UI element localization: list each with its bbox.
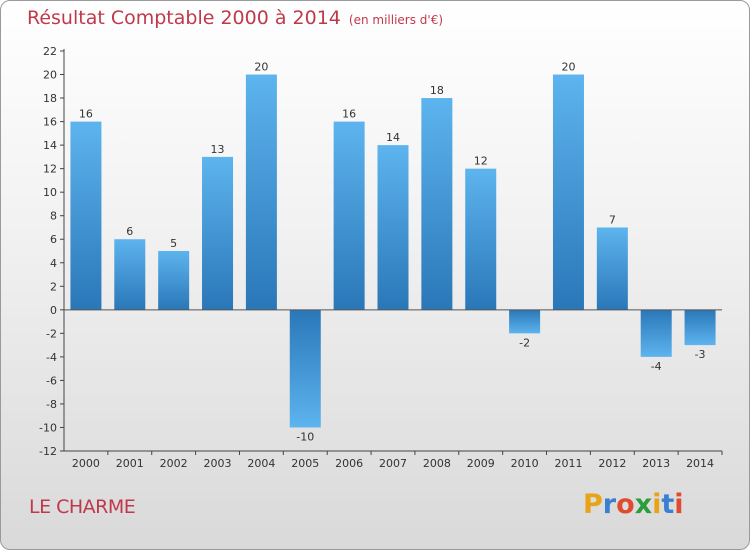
x-tick-label: 2014 xyxy=(686,457,714,470)
value-label: 20 xyxy=(254,61,268,74)
logo-letter: t xyxy=(661,489,675,520)
y-tick-label: 10 xyxy=(43,186,57,199)
y-tick-label: 16 xyxy=(43,116,57,129)
x-tick-label: 2007 xyxy=(379,457,407,470)
y-tick-label: 2 xyxy=(50,280,57,293)
x-tick-label: 2009 xyxy=(467,457,495,470)
y-tick-label: -12 xyxy=(39,445,57,458)
proxiti-logo[interactable]: Proxiti xyxy=(583,489,684,520)
value-label: 13 xyxy=(211,143,225,156)
value-label: 14 xyxy=(386,131,400,144)
y-tick-label: 18 xyxy=(43,92,57,105)
x-tick-label: 2010 xyxy=(511,457,539,470)
x-tick-label: 2002 xyxy=(160,457,188,470)
value-label: -3 xyxy=(695,348,706,361)
value-label: 16 xyxy=(342,108,356,121)
chart-title-text: Résultat Comptable 2000 à 2014 xyxy=(27,7,341,29)
y-tick-label: 12 xyxy=(43,163,57,176)
logo-letter: x xyxy=(634,489,653,520)
bar-2009 xyxy=(465,168,497,310)
y-tick-label: -10 xyxy=(39,421,57,434)
bar-2008 xyxy=(421,98,453,310)
value-label: 6 xyxy=(126,225,133,238)
bar-2004 xyxy=(245,74,277,310)
x-tick-label: 2005 xyxy=(291,457,319,470)
x-tick-label: 2000 xyxy=(72,457,100,470)
value-label: 16 xyxy=(79,108,93,121)
x-tick-label: 2006 xyxy=(335,457,363,470)
logo-letter: P xyxy=(583,489,603,520)
x-tick-label: 2012 xyxy=(598,457,626,470)
value-label: -4 xyxy=(651,360,662,373)
chart-unit: (en milliers d'€) xyxy=(348,13,444,27)
bar-2005 xyxy=(289,309,321,428)
value-label: 20 xyxy=(561,61,575,74)
bar-2002 xyxy=(158,251,190,310)
y-tick-label: 20 xyxy=(43,69,57,82)
x-tick-label: 2008 xyxy=(423,457,451,470)
value-label: 5 xyxy=(170,237,177,250)
y-tick-label: 6 xyxy=(50,233,57,246)
town-name: LE CHARME xyxy=(29,496,136,518)
bar-2014 xyxy=(684,309,716,346)
value-label: 12 xyxy=(474,155,488,168)
chart-title: Résultat Comptable 2000 à 2014 (en millie… xyxy=(27,7,443,29)
y-tick-label: -8 xyxy=(46,398,57,411)
logo-letter: o xyxy=(616,489,635,520)
y-tick-label: -2 xyxy=(46,327,57,340)
x-tick-label: 2003 xyxy=(204,457,232,470)
bar-2003 xyxy=(202,156,234,310)
x-tick-label: 2004 xyxy=(247,457,275,470)
bar-2001 xyxy=(114,239,146,310)
y-tick-label: -4 xyxy=(46,351,57,364)
value-label: 7 xyxy=(609,213,616,226)
y-tick-label: -6 xyxy=(46,374,57,387)
bar-2007 xyxy=(377,145,409,310)
bar-2010 xyxy=(509,309,541,334)
value-label: -10 xyxy=(296,430,314,443)
y-tick-label: 22 xyxy=(43,45,57,58)
x-tick-label: 2011 xyxy=(554,457,582,470)
bar-2011 xyxy=(552,74,584,310)
value-label: 18 xyxy=(430,84,444,97)
bar-2006 xyxy=(333,121,365,310)
logo-letter: r xyxy=(602,489,617,520)
y-tick-label: 8 xyxy=(50,210,57,223)
bar-2012 xyxy=(596,227,628,310)
y-tick-label: 4 xyxy=(50,257,57,270)
x-tick-label: 2001 xyxy=(116,457,144,470)
y-tick-label: 0 xyxy=(50,304,57,317)
value-label: -2 xyxy=(519,336,530,349)
bar-2013 xyxy=(640,309,672,357)
y-tick-label: 14 xyxy=(43,139,57,152)
bar-2000 xyxy=(70,121,102,310)
logo-letter: i xyxy=(674,489,684,520)
x-tick-label: 2013 xyxy=(642,457,670,470)
logo-letter: i xyxy=(652,489,662,520)
